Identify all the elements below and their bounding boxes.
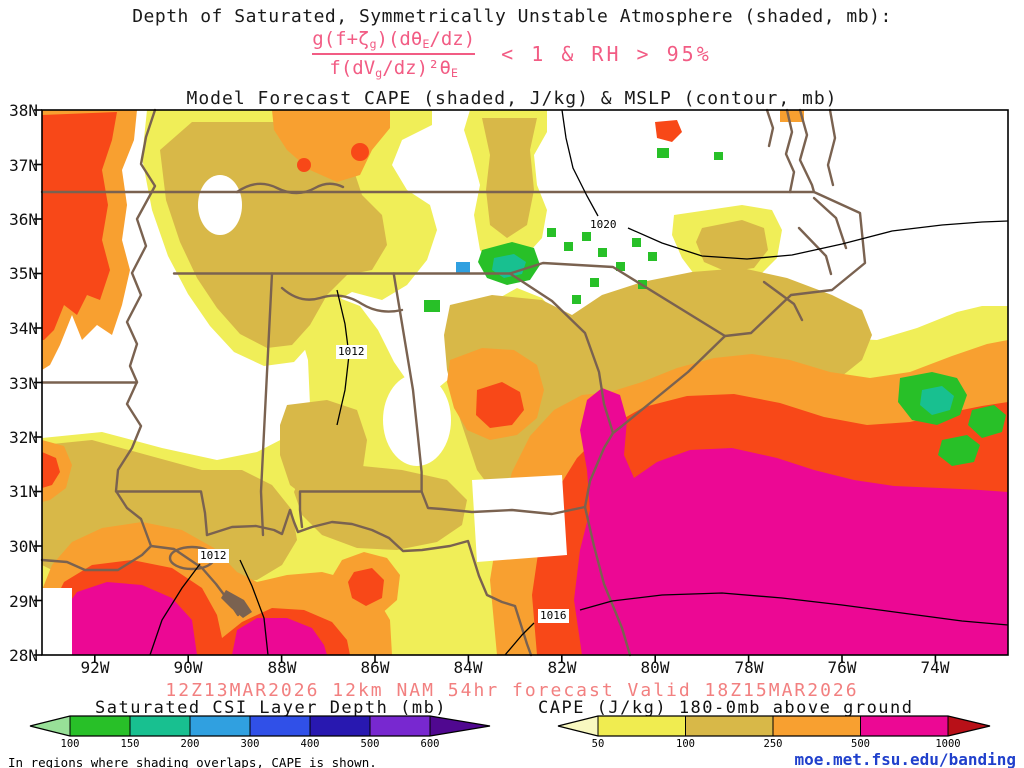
mslp-contours bbox=[149, 109, 1009, 656]
mslp-contour-label: 1016 bbox=[538, 609, 569, 623]
cape-tick: 1000 bbox=[935, 738, 960, 750]
cape-tick: 500 bbox=[851, 738, 870, 750]
formula: g(f+ζg)(dθE/dz) f(dVg/dz)²θE < 1 & RH > … bbox=[0, 28, 1024, 80]
state-borders bbox=[40, 108, 867, 657]
formula-denominator: f(dVg/dz)²θE bbox=[312, 53, 476, 80]
lat-label: 34N bbox=[9, 319, 38, 338]
lon-label: 92W bbox=[80, 658, 110, 677]
csi-colorbar: 100 150 200 300 400 500 600 bbox=[29, 715, 491, 750]
cape-tick: 100 bbox=[676, 738, 695, 750]
axis-ticks bbox=[34, 109, 937, 663]
csi-tick: 100 bbox=[61, 738, 80, 750]
lat-label: 37N bbox=[9, 156, 38, 175]
cape-shading bbox=[42, 110, 1008, 655]
mslp-contour-label: 1012 bbox=[336, 345, 367, 359]
lon-label: 88W bbox=[267, 658, 297, 677]
lat-label: 38N bbox=[9, 101, 38, 120]
csi-tick: 300 bbox=[241, 738, 260, 750]
lon-label: 80W bbox=[640, 658, 670, 677]
csi-tick: 600 bbox=[421, 738, 440, 750]
formula-condition: < 1 & RH > 95% bbox=[501, 42, 712, 67]
lon-label: 76W bbox=[827, 658, 857, 677]
lat-label: 29N bbox=[9, 592, 38, 611]
csi-tick: 200 bbox=[181, 738, 200, 750]
forecast-info: 12Z13MAR2026 12km NAM 54hr forecast Vali… bbox=[165, 680, 859, 701]
mslp-contour-label: 1012 bbox=[198, 549, 229, 563]
lon-label: 74W bbox=[920, 658, 950, 677]
overlap-note: In regions where shading overlaps, CAPE … bbox=[8, 755, 377, 768]
lon-label: 90W bbox=[173, 658, 203, 677]
lon-label: 82W bbox=[547, 658, 577, 677]
csi-legend-title: Saturated CSI Layer Depth (mb) bbox=[95, 698, 448, 718]
cape-tick: 50 bbox=[592, 738, 605, 750]
lat-label: 32N bbox=[9, 428, 38, 447]
formula-fraction: g(f+ζg)(dθE/dz) f(dVg/dz)²θE bbox=[312, 28, 476, 80]
lon-label: 86W bbox=[360, 658, 390, 677]
csi-tick: 400 bbox=[301, 738, 320, 750]
page-title-line1: Depth of Saturated, Symmetrically Unstab… bbox=[132, 6, 892, 27]
lat-label: 28N bbox=[9, 646, 38, 665]
cape-colorbar: 50 100 250 500 1000 bbox=[557, 715, 991, 750]
cape-legend-title: CAPE (J/kg) 180-0mb above ground bbox=[538, 698, 914, 718]
page-title-line2: Model Forecast CAPE (shaded, J/kg) & MSL… bbox=[186, 88, 838, 109]
lat-label: 36N bbox=[9, 210, 38, 229]
mslp-contour-label: 1020 bbox=[588, 218, 619, 232]
lat-label: 33N bbox=[9, 374, 38, 393]
banding-link[interactable]: moe.met.fsu.edu/banding bbox=[794, 750, 1016, 768]
lon-label: 78W bbox=[734, 658, 764, 677]
lon-label: 84W bbox=[453, 658, 483, 677]
lat-label: 31N bbox=[9, 482, 38, 501]
lat-label: 30N bbox=[9, 537, 38, 556]
csi-tick: 500 bbox=[361, 738, 380, 750]
cape-tick: 250 bbox=[764, 738, 783, 750]
csi-tick: 150 bbox=[121, 738, 140, 750]
map-canvas bbox=[34, 108, 1009, 663]
csi-shading bbox=[424, 148, 1006, 466]
lat-label: 35N bbox=[9, 264, 38, 283]
formula-numerator: g(f+ζg)(dθE/dz) bbox=[312, 28, 476, 51]
